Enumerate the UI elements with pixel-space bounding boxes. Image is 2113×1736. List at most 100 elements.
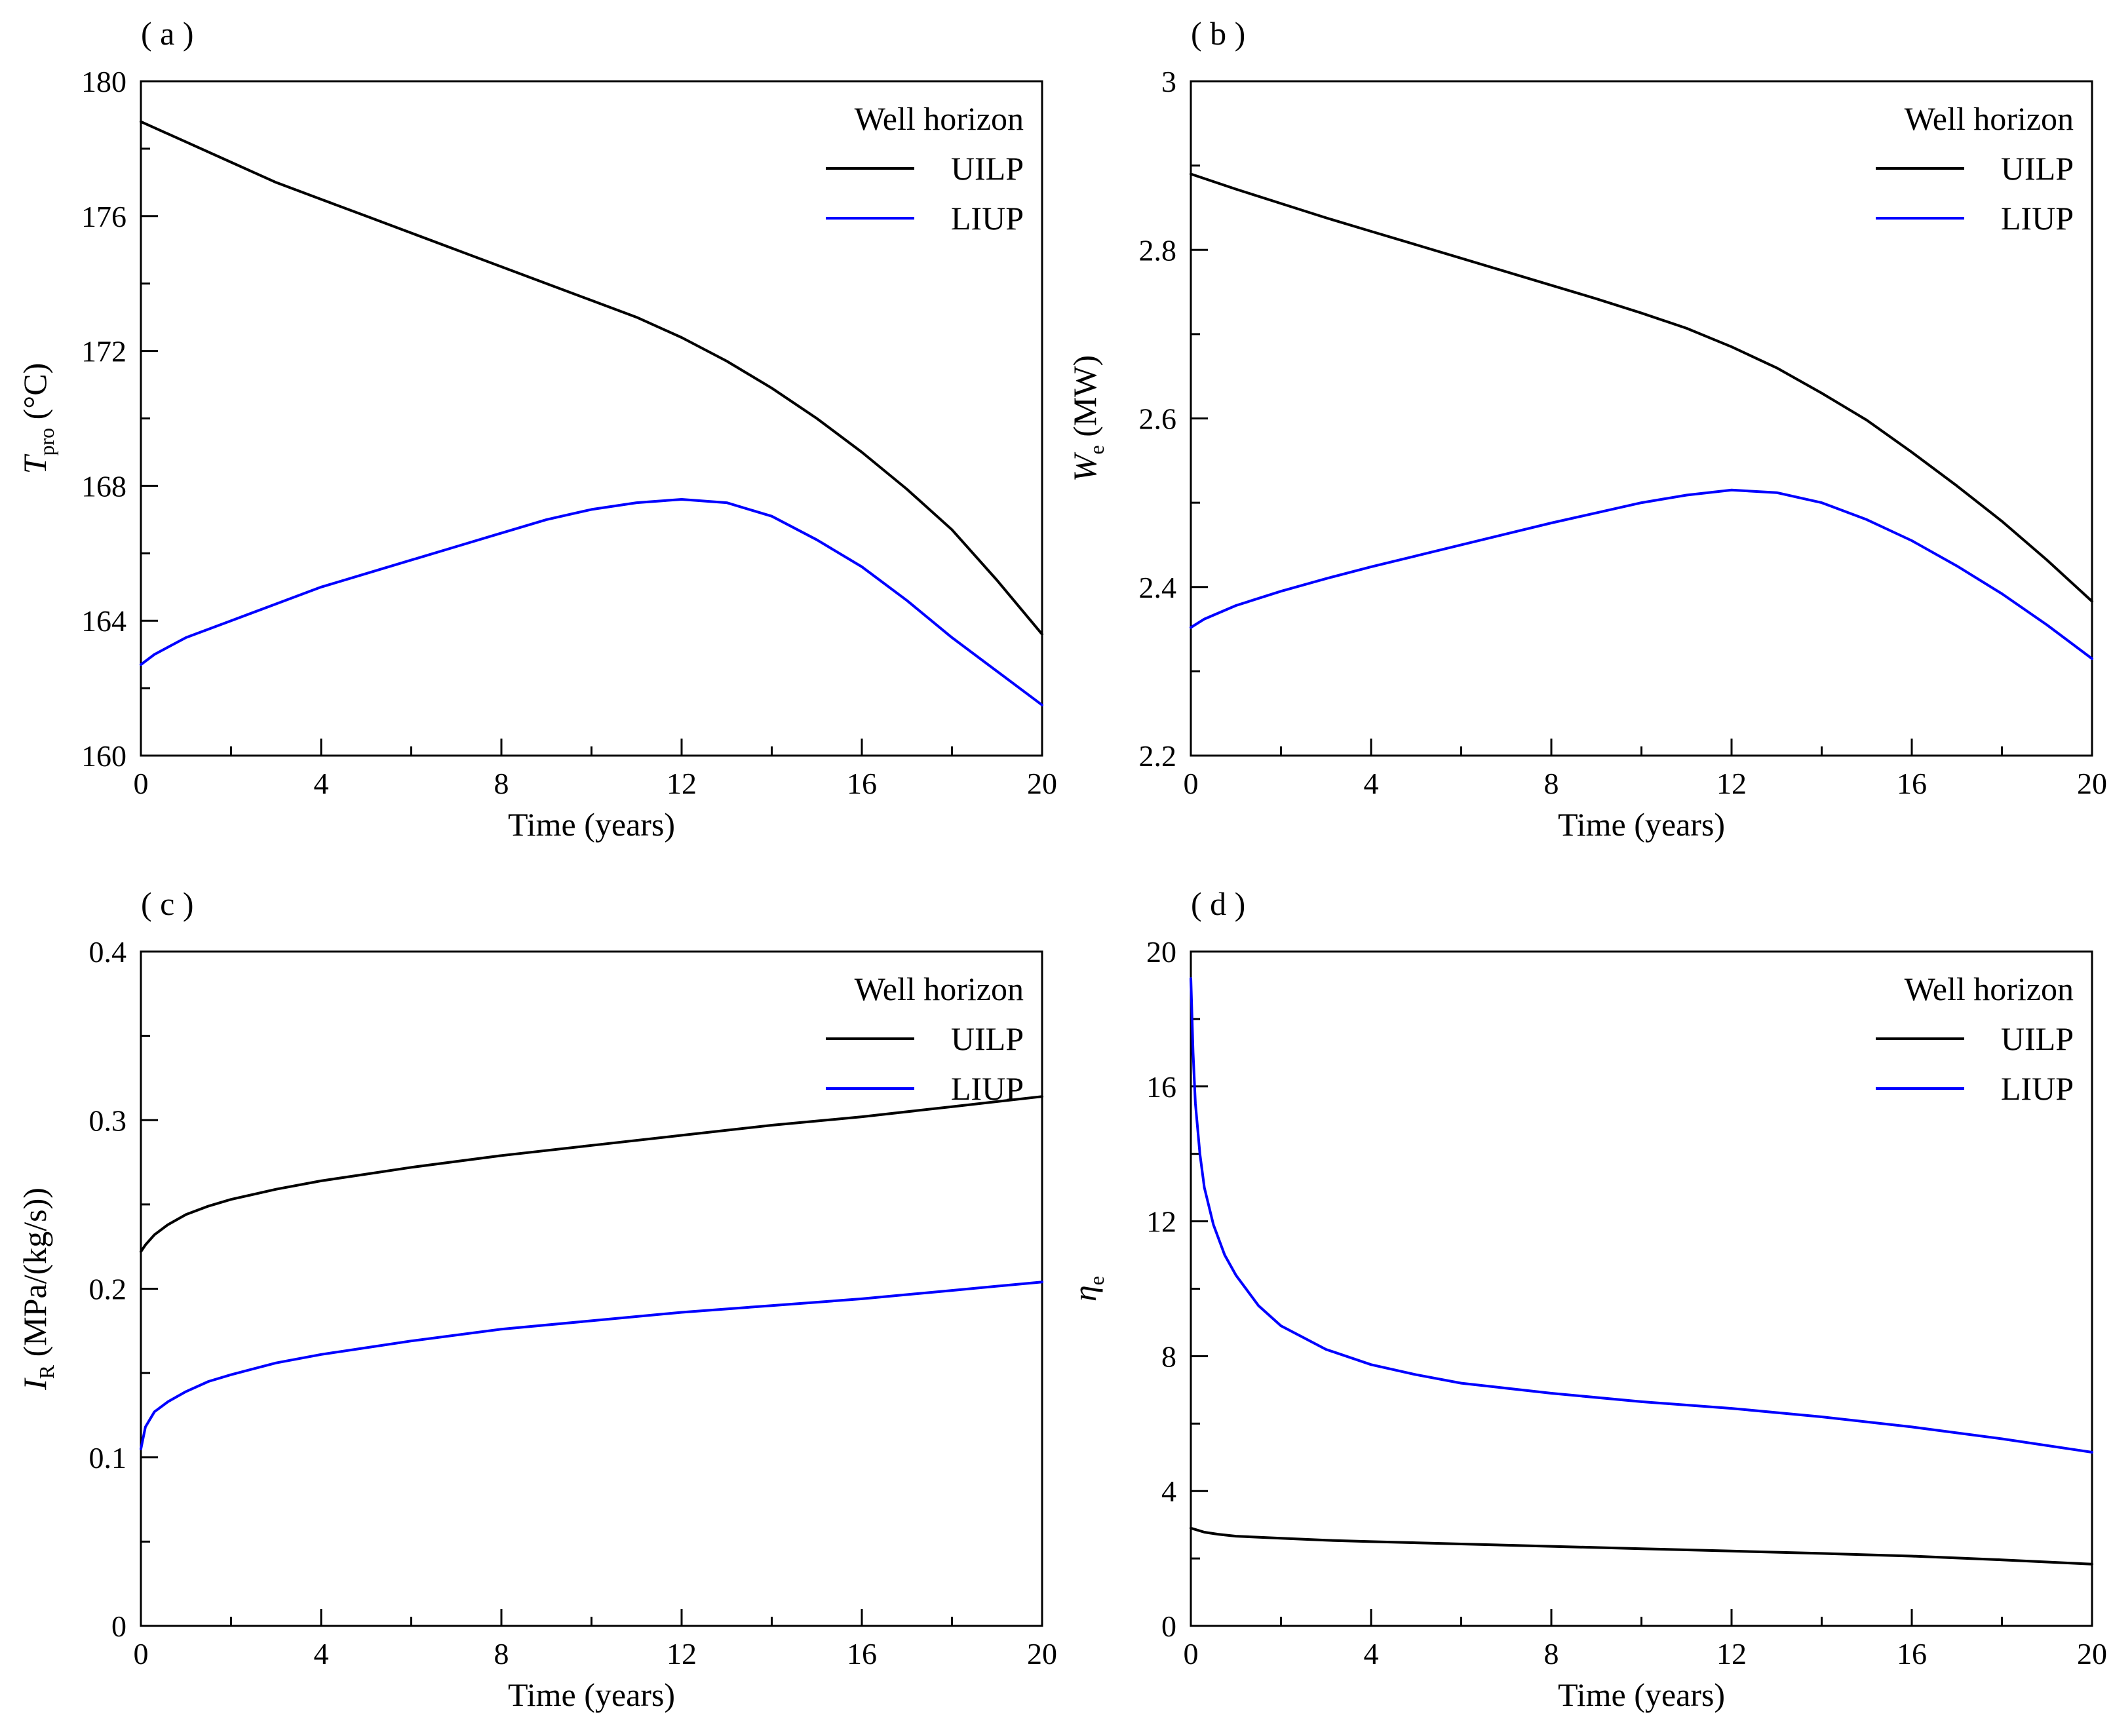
series-line-uilp [140,120,1043,636]
x-tick-label: 4 [314,767,329,800]
x-tick-label: 8 [1544,1637,1559,1670]
plot-frame [1190,950,2093,1627]
legend: Well horizon UILP LIUP [1876,971,2074,1107]
series-line-liup [140,498,1043,706]
legend-label-liup: LIUP [951,200,1024,237]
y-tick-label: 12 [1146,1205,1176,1239]
y-tick-label: 2.8 [1139,233,1177,267]
x-tick-label: 12 [1716,1637,1747,1670]
legend-title: Well horizon [855,971,1024,1007]
legend-label-liup: LIUP [2001,200,2074,237]
y-tick-label: 172 [81,335,126,368]
x-tick-label: 4 [1364,767,1379,800]
plot-frame [1190,80,2093,757]
y-axis-symbol: I [16,1378,53,1391]
y-axis-title: ηe [1066,1276,1108,1302]
x-tick-label: 0 [1184,767,1199,800]
legend-title: Well horizon [1905,100,2074,137]
x-tick-label: 20 [2077,767,2107,800]
x-axis-title: Time (years) [1558,806,1725,843]
legend-title: Well horizon [1905,971,2074,1007]
y-tick-label: 160 [81,739,126,773]
x-tick-label: 20 [1027,767,1057,800]
chart-panel-b: 0 4 8 12 16 20 2.2 2.4 2.6 2.8 3 Time (years) We (MW… [1066,15,2107,843]
y-tick-label: 3 [1161,65,1176,98]
x-tick-label: 4 [314,1637,329,1670]
y-axis-title: Tpro (°C) [16,363,58,474]
x-tick-label: 0 [1184,1637,1199,1670]
panel-label: ( b ) [1191,15,1245,52]
y-tick-label: 20 [1146,935,1176,969]
series-line-liup [140,1281,1043,1450]
legend-label-liup: LIUP [2001,1070,2074,1107]
x-tick-label: 8 [494,767,509,800]
y-tick-label: 0.1 [89,1441,127,1475]
legend-label-uilp: UILP [951,1020,1024,1057]
panel-label: ( a ) [141,15,194,52]
x-tick-label: 8 [494,1637,509,1670]
y-tick-label: 0 [1161,1610,1176,1643]
legend: Well horizon UILP LIUP [1876,100,2074,237]
series-line-uilp [140,1095,1043,1253]
x-tick-label: 12 [667,767,697,800]
x-tick-label: 16 [847,767,877,800]
legend-label-liup: LIUP [951,1070,1024,1107]
y-tick-label: 0.3 [89,1104,127,1137]
y-axis-symbol: W [1066,452,1103,482]
y-tick-label: 180 [81,65,126,98]
y-axis-units: (MPa/(kg/s)) [16,1187,53,1365]
y-axis-subscript: e [1085,445,1108,454]
y-axis-symbol: T [16,453,53,474]
x-axis-title: Time (years) [1558,1676,1725,1713]
panel-label: ( c ) [141,885,194,922]
x-tick-label: 12 [1716,767,1747,800]
y-axis-subscript: R [35,1364,58,1379]
legend-title: Well horizon [855,100,1024,137]
y-tick-label: 176 [81,200,126,233]
y-tick-label: 8 [1161,1340,1176,1373]
x-axis-title: Time (years) [508,806,675,843]
plot-frame [140,950,1043,1627]
x-axis-title: Time (years) [508,1676,675,1713]
y-tick-label: 2.4 [1139,571,1177,604]
series-line-liup [1190,977,2093,1454]
y-tick-label: 2.2 [1139,739,1177,773]
legend: Well horizon UILP LIUP [826,100,1024,237]
x-tick-label: 12 [667,1637,697,1670]
y-axis-title: We (MW) [1066,355,1108,482]
y-axis-units: (°C) [16,363,53,428]
y-tick-label: 16 [1146,1070,1176,1104]
x-tick-label: 0 [134,1637,149,1670]
series-line-liup [1190,488,2093,661]
legend-label-uilp: UILP [2001,1020,2074,1057]
y-tick-label: 2.6 [1139,402,1177,436]
series-line-uilp [1190,172,2093,603]
chart-panel-a: 0 4 8 12 16 20 160 164 168 172 176 180 Time (years) T… [16,15,1057,843]
panel-label: ( d ) [1191,885,1245,922]
x-tick-label: 8 [1544,767,1559,800]
y-tick-label: 164 [81,604,126,638]
legend-label-uilp: UILP [2001,150,2074,187]
chart-panel-d: 0 4 8 12 16 20 0 4 8 12 16 20 Time (years) ηe ( d ) Wel… [1066,885,2107,1713]
y-axis-symbol: η [1066,1285,1103,1302]
y-tick-label: 0 [111,1610,126,1643]
y-tick-label: 4 [1161,1475,1176,1508]
y-axis-subscript: pro [35,428,58,456]
y-tick-label: 0.2 [89,1273,127,1306]
x-tick-label: 20 [1027,1637,1057,1670]
y-axis-title: IR (MPa/(kg/s)) [16,1187,58,1391]
chart-panel-c: 0 4 8 12 16 20 0 0.1 0.2 0.3 0.4 Time (years) IR (MP… [16,885,1057,1713]
y-axis-units: (MW) [1066,355,1103,445]
series-line-uilp [1190,1526,2093,1566]
x-tick-label: 20 [2077,1637,2107,1670]
y-tick-label: 0.4 [89,935,127,969]
x-tick-label: 16 [1897,767,1927,800]
y-axis-subscript: e [1085,1276,1108,1285]
legend: Well horizon UILP LIUP [826,971,1024,1107]
x-tick-label: 4 [1364,1637,1379,1670]
x-tick-label: 16 [1897,1637,1927,1670]
y-tick-label: 168 [81,469,126,503]
legend-label-uilp: UILP [951,150,1024,187]
x-tick-label: 16 [847,1637,877,1670]
